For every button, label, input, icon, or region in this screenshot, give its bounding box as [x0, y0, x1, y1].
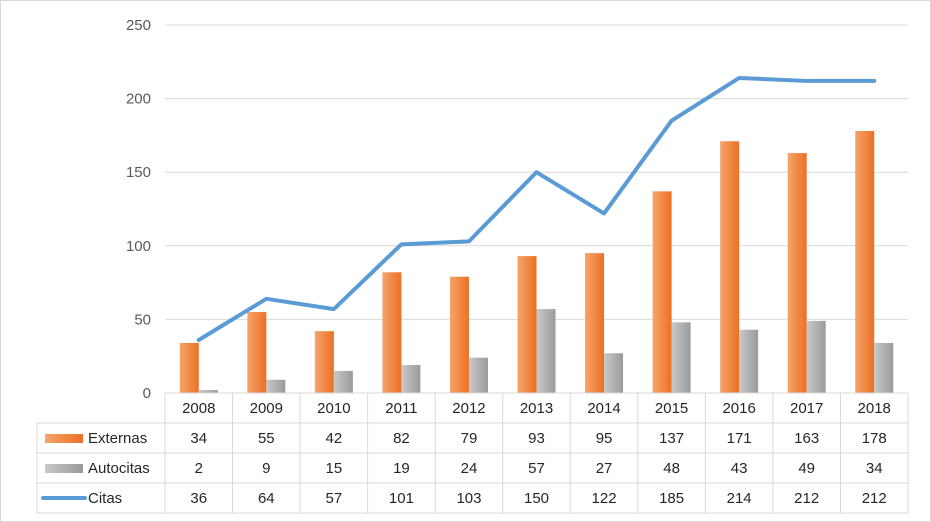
- bar-externas: [314, 331, 334, 393]
- data-label: 137: [659, 430, 684, 447]
- data-label: 150: [524, 490, 549, 507]
- bar-autocitas: [266, 379, 286, 393]
- bar-autocitas: [198, 390, 218, 393]
- bar-externas: [247, 312, 267, 393]
- data-label: 185: [659, 490, 684, 507]
- data-label: 57: [326, 490, 343, 507]
- data-label: 36: [190, 490, 207, 507]
- data-label: 82: [393, 430, 410, 447]
- x-tick-label: 2017: [790, 400, 823, 417]
- bar-externas: [855, 130, 875, 393]
- data-label: 34: [866, 460, 883, 477]
- x-tick-label: 2012: [452, 400, 485, 417]
- legend-label-citas: Citas: [88, 490, 122, 507]
- data-label: 57: [528, 460, 545, 477]
- data-label: 48: [663, 460, 680, 477]
- data-table: 2008 2009 2010 2011 2012 2013 2014 2015 2016 2017…: [36, 392, 909, 514]
- x-tick-label: 2010: [317, 400, 350, 417]
- bar-autocitas: [468, 357, 488, 393]
- bar-externas: [652, 191, 672, 393]
- bars: [179, 130, 894, 393]
- data-label: 122: [592, 490, 617, 507]
- data-label: 214: [727, 490, 752, 507]
- data-label: 103: [456, 490, 481, 507]
- y-tick-label: 200: [126, 91, 151, 108]
- y-tick-label: 250: [126, 17, 151, 34]
- x-tick-label: 2013: [520, 400, 553, 417]
- x-tick-label: 2009: [250, 400, 283, 417]
- line-citas: [196, 75, 877, 343]
- data-label: 42: [326, 430, 343, 447]
- bar-autocitas: [333, 370, 353, 393]
- data-label: 34: [190, 430, 207, 447]
- y-tick-label: 0: [143, 385, 151, 402]
- data-label: 79: [461, 430, 478, 447]
- legend-key-externas: [45, 434, 83, 443]
- x-tick-label: 2016: [722, 400, 755, 417]
- data-label: 24: [461, 460, 478, 477]
- data-label: 19: [393, 460, 410, 477]
- legend-label-autocitas: Autocitas: [88, 460, 150, 477]
- data-label: 93: [528, 430, 545, 447]
- legend-label-externas: Externas: [88, 430, 147, 447]
- x-tick-label: 2018: [858, 400, 891, 417]
- bar-autocitas: [874, 342, 894, 393]
- x-tick-label: 2011: [385, 400, 417, 417]
- legend-key-autocitas: [45, 464, 83, 473]
- data-label: 9: [262, 460, 270, 477]
- data-label: 95: [596, 430, 613, 447]
- data-label: 178: [862, 430, 887, 447]
- data-label: 163: [794, 430, 819, 447]
- data-label: 27: [596, 460, 613, 477]
- data-label: 101: [389, 490, 414, 507]
- data-label: 2: [195, 460, 203, 477]
- x-tick-label: 2015: [655, 400, 688, 417]
- data-label: 64: [258, 490, 275, 507]
- bar-externas: [720, 141, 740, 393]
- data-label: 49: [798, 460, 815, 477]
- bar-externas: [787, 153, 807, 393]
- data-label: 43: [731, 460, 748, 477]
- y-tick-label: 100: [126, 238, 151, 255]
- bar-externas: [517, 256, 537, 393]
- y-tick-label: 50: [134, 311, 151, 328]
- y-tick-label: 150: [126, 164, 151, 181]
- line-series: [196, 75, 877, 343]
- data-label: 55: [258, 430, 275, 447]
- bar-externas: [449, 276, 469, 393]
- x-tick-label: 2014: [587, 400, 620, 417]
- bar-autocitas: [806, 320, 826, 393]
- bar-autocitas: [739, 329, 759, 393]
- data-label: 212: [794, 490, 819, 507]
- data-label: 15: [326, 460, 343, 477]
- bar-externas: [585, 253, 605, 393]
- bar-autocitas: [401, 365, 421, 393]
- bar-externas: [382, 272, 402, 393]
- data-label: 212: [862, 490, 887, 507]
- bar-autocitas: [536, 309, 556, 393]
- data-label: 171: [727, 430, 752, 447]
- y-axis: 0 50 100 150 200 250: [126, 17, 151, 402]
- x-tick-label: 2008: [182, 400, 215, 417]
- bar-autocitas: [671, 322, 691, 393]
- bar-externas: [179, 342, 199, 393]
- bar-autocitas: [604, 353, 624, 393]
